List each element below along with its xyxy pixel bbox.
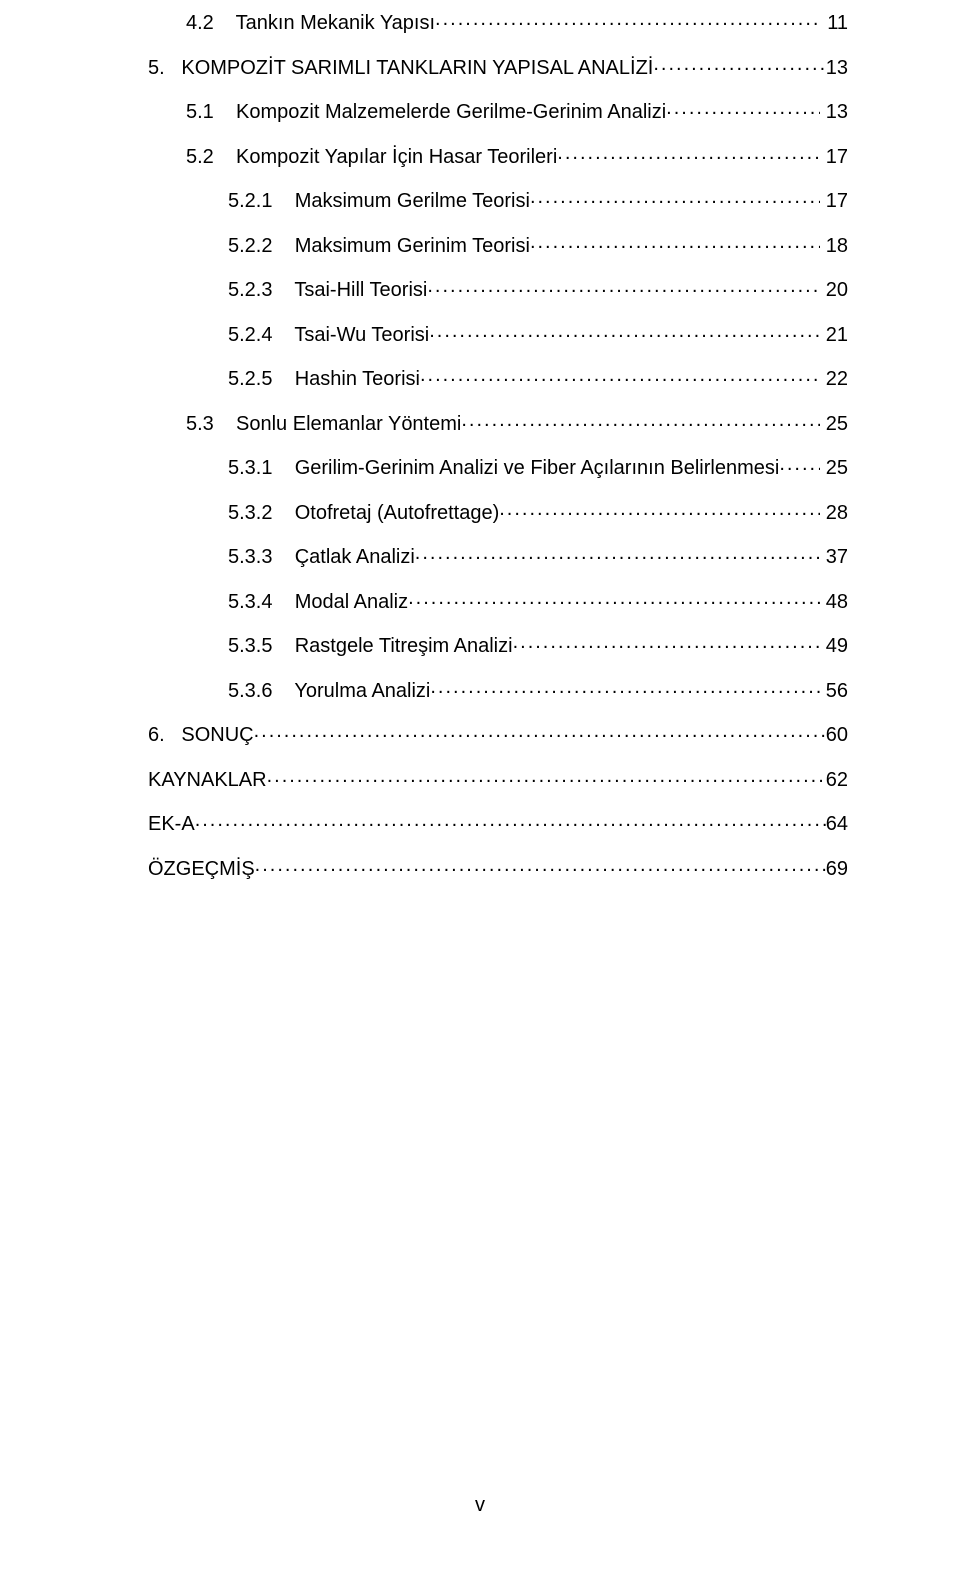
toc-entry: 4.2 Tankın Mekanik Yapısı 11	[148, 9, 848, 33]
toc-entry-label: 5.3.1 Gerilim-Gerinim Analizi ve Fiber A…	[228, 458, 779, 478]
toc-leader-dots	[557, 143, 820, 163]
toc-entry-page: 62	[826, 770, 848, 790]
page-number: v	[0, 1494, 960, 1517]
toc-entry-page: 20	[820, 280, 848, 300]
toc-leader-dots	[408, 588, 820, 608]
toc-leader-dots	[653, 54, 825, 74]
toc-entry: 5.3.2 Otofretaj (Autofrettage) 28	[148, 499, 848, 523]
toc-entry-label: 5.1 Kompozit Malzemelerde Gerilme-Gerini…	[186, 102, 666, 122]
toc-entry-label: 5.2.4 Tsai-Wu Teorisi	[228, 325, 429, 345]
toc-entry-page: 37	[820, 547, 848, 567]
toc-entry: KAYNAKLAR 62	[148, 766, 848, 790]
toc-leader-dots	[530, 187, 820, 207]
toc-entry-label: 5.2.1 Maksimum Gerilme Teorisi	[228, 191, 530, 211]
toc-entry: 5.3.1 Gerilim-Gerinim Analizi ve Fiber A…	[148, 454, 848, 478]
toc-entry-label: 5.3.5 Rastgele Titreşim Analizi	[228, 636, 513, 656]
toc-leader-dots	[420, 365, 820, 385]
toc-entry: 5.2.1 Maksimum Gerilme Teorisi 17	[148, 187, 848, 211]
page: 4.2 Tankın Mekanik Yapısı 11 5. KOMPOZİT …	[0, 0, 960, 1585]
toc-entry: 5.2.4 Tsai-Wu Teorisi 21	[148, 321, 848, 345]
toc-entry: 5.3.6 Yorulma Analizi 56	[148, 677, 848, 701]
toc-entry-label: 5. KOMPOZİT SARIMLI TANKLARIN YAPISAL AN…	[148, 58, 653, 78]
toc-entry-page: 60	[826, 725, 848, 745]
toc-entry: 5.3.4 Modal Analiz 48	[148, 588, 848, 612]
toc-leader-dots	[430, 677, 820, 697]
toc-entry-page: 48	[820, 592, 848, 612]
toc-entry-page: 28	[820, 503, 848, 523]
toc-entry: 5.1 Kompozit Malzemelerde Gerilme-Gerini…	[148, 98, 848, 122]
toc-leader-dots	[427, 276, 820, 296]
toc-entry-page: 22	[820, 369, 848, 389]
toc-leader-dots	[267, 766, 826, 786]
toc-entry-page: 11	[822, 13, 848, 33]
toc-leader-dots	[779, 454, 820, 474]
toc-entry: 5. KOMPOZİT SARIMLI TANKLARIN YAPISAL AN…	[148, 54, 848, 78]
toc-entry: EK-A 64	[148, 810, 848, 834]
toc-entry-label: KAYNAKLAR	[148, 770, 267, 790]
toc-entry-label: 5.3.4 Modal Analiz	[228, 592, 408, 612]
toc-entry-label: EK-A	[148, 814, 195, 834]
toc-entry: 6. SONUÇ 60	[148, 721, 848, 745]
toc-entry-label: 5.2.2 Maksimum Gerinim Teorisi	[228, 236, 530, 256]
toc-entry: 5.2.3 Tsai-Hill Teorisi 20	[148, 276, 848, 300]
toc-leader-dots	[666, 98, 820, 118]
toc-entry-page: 17	[820, 191, 848, 211]
toc-entry-page: 17	[820, 147, 848, 167]
toc-entry-label: 5.3.6 Yorulma Analizi	[228, 681, 430, 701]
toc-leader-dots	[255, 855, 826, 875]
toc-entry-label: 5.3.2 Otofretaj (Autofrettage)	[228, 503, 499, 523]
toc-entry-label: ÖZGEÇMİŞ	[148, 859, 255, 879]
toc-entry-label: 5.3.3 Çatlak Analizi	[228, 547, 415, 567]
toc-entry-label: 5.2 Kompozit Yapılar İçin Hasar Teoriler…	[186, 147, 557, 167]
toc-entry-page: 25	[820, 414, 848, 434]
toc-entry-label: 5.3 Sonlu Elemanlar Yöntemi	[186, 414, 461, 434]
toc-entry: 5.3 Sonlu Elemanlar Yöntemi 25	[148, 410, 848, 434]
toc-entry: 5.2 Kompozit Yapılar İçin Hasar Teoriler…	[148, 143, 848, 167]
toc-leader-dots	[415, 543, 820, 563]
toc-leader-dots	[429, 321, 820, 341]
toc-entry-page: 64	[826, 814, 848, 834]
toc-leader-dots	[513, 632, 821, 652]
toc-entry-page: 56	[820, 681, 848, 701]
toc-entry-label: 5.2.5 Hashin Teorisi	[228, 369, 420, 389]
toc-leader-dots	[499, 499, 820, 519]
toc-entry-page: 13	[820, 102, 848, 122]
toc-entry-page: 18	[820, 236, 848, 256]
toc-entry: 5.2.2 Maksimum Gerinim Teorisi 18	[148, 232, 848, 256]
toc-entry-page: 49	[820, 636, 848, 656]
toc-leader-dots	[254, 721, 826, 741]
toc-leader-dots	[195, 810, 826, 830]
toc-entry: ÖZGEÇMİŞ 69	[148, 855, 848, 879]
table-of-contents: 4.2 Tankın Mekanik Yapısı 11 5. KOMPOZİT …	[148, 9, 848, 879]
toc-leader-dots	[461, 410, 820, 430]
toc-leader-dots	[435, 9, 822, 29]
toc-entry-page: 69	[826, 859, 848, 879]
toc-entry-page: 25	[820, 458, 848, 478]
toc-entry-label: 5.2.3 Tsai-Hill Teorisi	[228, 280, 427, 300]
toc-entry: 5.3.5 Rastgele Titreşim Analizi 49	[148, 632, 848, 656]
toc-entry-label: 4.2 Tankın Mekanik Yapısı	[186, 13, 435, 33]
toc-entry: 5.3.3 Çatlak Analizi 37	[148, 543, 848, 567]
toc-entry-label: 6. SONUÇ	[148, 725, 254, 745]
toc-entry: 5.2.5 Hashin Teorisi 22	[148, 365, 848, 389]
toc-entry-page: 21	[820, 325, 848, 345]
toc-leader-dots	[530, 232, 820, 252]
toc-entry-page: 13	[826, 58, 848, 78]
